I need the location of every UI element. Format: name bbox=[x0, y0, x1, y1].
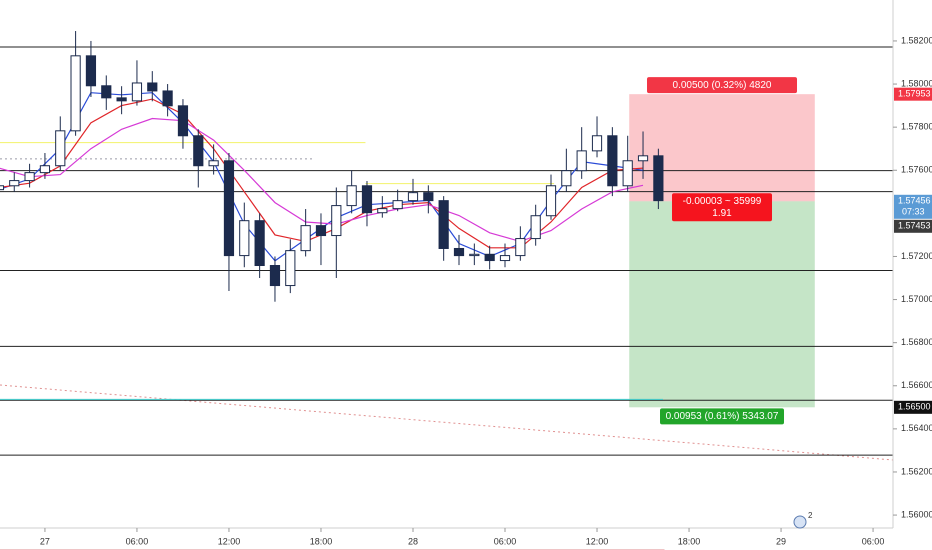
candle-body bbox=[361, 185, 373, 214]
candle-body bbox=[530, 215, 541, 240]
price-badge bbox=[894, 87, 932, 101]
candle-body bbox=[653, 155, 664, 202]
candle-body bbox=[315, 225, 327, 237]
candle-body bbox=[637, 155, 649, 162]
candle-body bbox=[331, 205, 342, 237]
y-tick-label: 1.57800 bbox=[901, 122, 932, 132]
candle-body bbox=[193, 135, 204, 167]
price-badge-label: 1.56500 bbox=[898, 402, 931, 412]
candle-body bbox=[162, 90, 173, 107]
price-badge bbox=[894, 194, 932, 219]
candle-body bbox=[147, 82, 158, 92]
candle-body bbox=[239, 220, 250, 257]
position-lower-label: 0.00953 (0.61%) 5343.07 bbox=[666, 411, 779, 422]
y-tick-label: 1.57000 bbox=[901, 294, 932, 304]
candle-body bbox=[300, 225, 311, 252]
trend-line bbox=[0, 384, 894, 461]
candle-body bbox=[622, 160, 633, 187]
y-tick-label: 1.57600 bbox=[901, 165, 932, 175]
candle-body bbox=[591, 135, 603, 152]
position-reward-zone bbox=[629, 201, 815, 408]
x-tick-label: 18:00 bbox=[310, 536, 333, 546]
candle-body bbox=[423, 192, 434, 202]
candle-body bbox=[377, 208, 388, 214]
candle-body bbox=[9, 180, 20, 187]
x-tick-label: 12:00 bbox=[586, 536, 609, 546]
candle-body bbox=[453, 247, 465, 257]
indicator-badge: 2 bbox=[808, 511, 813, 520]
y-tick-label: 1.56400 bbox=[901, 423, 932, 433]
candle-body bbox=[55, 130, 66, 167]
candle-body bbox=[223, 160, 235, 257]
y-tick-label: 1.56000 bbox=[901, 509, 932, 519]
candle-body bbox=[101, 85, 112, 99]
price-badge bbox=[894, 400, 932, 414]
position-upper-label-box bbox=[647, 77, 798, 94]
candle-body bbox=[561, 170, 572, 187]
x-tick-label: 06:00 bbox=[494, 536, 517, 546]
candle-body bbox=[407, 192, 419, 202]
y-tick-label: 1.56800 bbox=[901, 337, 932, 347]
y-tick-label: 1.58200 bbox=[901, 35, 932, 45]
y-tick-label: 1.58000 bbox=[901, 78, 932, 88]
y-tick-label: 1.56600 bbox=[901, 380, 932, 390]
candle-body bbox=[85, 55, 97, 87]
price-badge-label: 1.57456 bbox=[898, 196, 931, 206]
candle-body bbox=[607, 135, 618, 187]
candle-body bbox=[116, 97, 127, 102]
price-badge-label: 1.57953 bbox=[898, 89, 931, 99]
x-tick-label: 27 bbox=[40, 536, 50, 546]
candle-body bbox=[254, 220, 265, 267]
candle-body bbox=[208, 160, 219, 167]
candle-body bbox=[469, 253, 480, 257]
x-tick-label: 18:00 bbox=[678, 536, 701, 546]
x-tick-label: 06:00 bbox=[126, 536, 149, 546]
candle-body bbox=[70, 55, 81, 132]
y-tick-label: 1.56200 bbox=[901, 466, 932, 476]
candle-body bbox=[545, 185, 557, 217]
price-badge bbox=[894, 219, 932, 233]
candle-body bbox=[438, 200, 449, 249]
position-upper-label: 0.00500 (0.32%) 4820 bbox=[673, 80, 772, 91]
price-badge-label: 1.57453 bbox=[898, 221, 931, 231]
x-tick-label: 12:00 bbox=[218, 536, 241, 546]
x-tick-label: 06:00 bbox=[862, 536, 885, 546]
position-lower-label-box bbox=[660, 408, 785, 425]
x-tick-label: 29 bbox=[776, 536, 786, 546]
candle-body bbox=[177, 105, 189, 137]
candle-body bbox=[484, 253, 495, 262]
candle-body bbox=[285, 250, 296, 287]
candle-body bbox=[499, 255, 511, 262]
candle-body bbox=[39, 165, 51, 174]
candle-body bbox=[24, 172, 35, 182]
position-entry-label: -0.00003 ~ 35999 bbox=[683, 196, 762, 207]
candle-body bbox=[346, 185, 357, 207]
candle-body bbox=[576, 150, 587, 172]
candle-body bbox=[269, 265, 281, 287]
position-entry-sublabel: 1.91 bbox=[712, 208, 732, 219]
indicator-icon bbox=[793, 515, 807, 529]
price-badge-sublabel: 07:33 bbox=[902, 207, 925, 217]
candle-body bbox=[392, 200, 403, 210]
position-entry-box bbox=[672, 193, 773, 222]
candle-body bbox=[515, 238, 526, 257]
candle-body bbox=[131, 82, 143, 102]
y-tick-label: 1.57200 bbox=[901, 251, 932, 261]
x-tick-label: 28 bbox=[408, 536, 418, 546]
candle-body bbox=[0, 185, 5, 191]
